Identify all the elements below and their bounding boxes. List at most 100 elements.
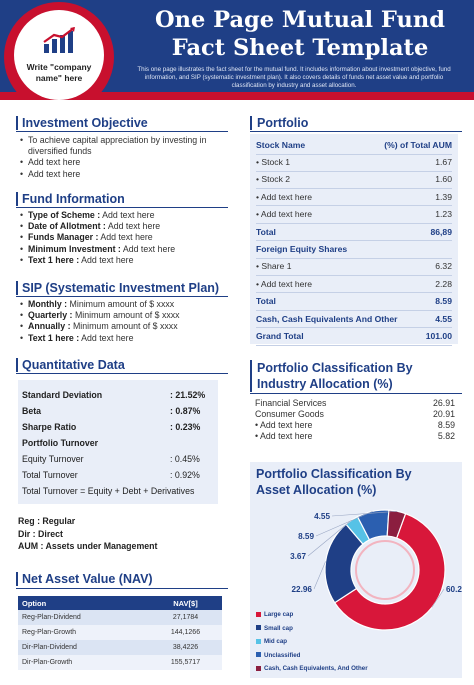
table-row: Dir-Plan-Dividend 38,4226 bbox=[18, 640, 222, 655]
legend-swatch bbox=[256, 611, 261, 617]
right-section-bar-portfolio bbox=[250, 116, 252, 130]
list-item: Consumer Goods 20.91 bbox=[255, 409, 455, 419]
heading-line: Portfolio Classification By bbox=[257, 361, 413, 375]
left-section-bar-quant bbox=[16, 358, 18, 372]
logo-text: Write "company name" here bbox=[26, 62, 92, 83]
legend-swatch bbox=[256, 652, 261, 658]
leader-line bbox=[315, 510, 373, 537]
abbreviation-item: Dir : Direct bbox=[18, 528, 63, 539]
industry-rule bbox=[250, 393, 462, 394]
quantitative-data-heading: Quantitative Data bbox=[22, 358, 125, 372]
portfolio-rule bbox=[250, 131, 462, 132]
row-divider bbox=[256, 154, 452, 155]
pie-slice-cash-cash-equivalents-and-other bbox=[386, 509, 407, 539]
asset-allocation-heading: Portfolio Classification By Asset Alloca… bbox=[256, 466, 412, 498]
legend-item: Small cap bbox=[256, 622, 368, 636]
quantitative-data-panel: Standard Deviation: 21.52% Beta: 0.87% S… bbox=[18, 380, 218, 504]
list-item: Text 1 here : Add text here bbox=[20, 255, 220, 266]
list-item: Quarterly : Minimum amount of $ xxxx bbox=[20, 310, 220, 321]
row-divider bbox=[256, 187, 452, 189]
list-item: Minimum Investment : Add text here bbox=[20, 244, 220, 255]
list-item: Annually : Minimum amount of $ xxxx bbox=[20, 321, 220, 332]
left-section-bar-objective bbox=[16, 116, 18, 130]
data-label: 3.67 bbox=[290, 552, 306, 561]
row-divider bbox=[256, 257, 452, 259]
left-section-bar-sip bbox=[16, 281, 18, 295]
row-divider bbox=[256, 309, 452, 311]
heading-line: Asset Allocation (%) bbox=[256, 483, 377, 497]
list-item: To achieve capital appreciation by inves… bbox=[20, 135, 210, 157]
legend-item: Mid cap bbox=[256, 635, 368, 649]
industry-allocation-heading: Portfolio Classification By Industry All… bbox=[257, 360, 413, 392]
legend-item: Large cap bbox=[256, 608, 368, 622]
legend-swatch bbox=[256, 638, 261, 644]
title-line-2: Fact Sheet Template bbox=[171, 35, 429, 61]
growth-chart-icon bbox=[43, 27, 75, 53]
donut-inner-ring bbox=[355, 540, 415, 600]
data-label: 22.96 bbox=[292, 585, 313, 594]
page-subtitle: This one page illustrates the fact sheet… bbox=[137, 66, 451, 90]
list-item: Funds Manager : Add text here bbox=[20, 232, 220, 243]
list-item: Date of Allotment : Add text here bbox=[20, 221, 220, 232]
asset-allocation-panel: Portfolio Classification By Asset Alloca… bbox=[250, 462, 462, 678]
legend-label: Large cap bbox=[264, 611, 294, 618]
row-divider bbox=[256, 205, 452, 207]
nav-table: Option NAV[$] Reg-Plan-Dividend 27,1784 R… bbox=[18, 596, 222, 670]
data-label: 8.59 bbox=[298, 532, 314, 541]
table-row: Dir-Plan-Growth 155,5717 bbox=[18, 655, 222, 670]
row-divider bbox=[256, 327, 452, 329]
company-logo: Write "company name" here bbox=[4, 2, 114, 100]
list-item: Financial Services 26.91 bbox=[255, 398, 455, 408]
legend-label: Unclassified bbox=[264, 651, 301, 659]
leader-line bbox=[307, 519, 352, 557]
list-item: Text 1 here : Add text here bbox=[20, 333, 220, 344]
list-item: • Add text here 8.59 bbox=[255, 420, 455, 430]
industry-allocation-list: Financial Services 26.91 Consumer Goods 20… bbox=[255, 398, 455, 442]
legend-swatch bbox=[256, 665, 261, 671]
leader-line bbox=[431, 588, 445, 608]
row-divider bbox=[256, 344, 452, 346]
sip-heading: SIP (Systematic Investment Plan) bbox=[22, 281, 220, 295]
title-line-1: One Page Mutual Fund bbox=[155, 7, 445, 33]
list-item: • Add text here 5.82 bbox=[255, 431, 455, 441]
logo-circle: Write "company name" here bbox=[14, 10, 104, 100]
row-divider bbox=[256, 240, 452, 242]
legend-swatch bbox=[256, 625, 261, 631]
table-row: Reg-Plan-Dividend 27,1784 bbox=[18, 610, 222, 625]
investment-objective-heading: Investment Objective bbox=[22, 116, 148, 130]
leader-line bbox=[331, 510, 398, 517]
fund-information-heading: Fund Information bbox=[22, 192, 125, 206]
legend-item: Cash, Cash Equivalents, And Other bbox=[256, 662, 368, 676]
sip-list: Monthly : Minimum amount of $ xxxx Quart… bbox=[20, 299, 220, 344]
header-banner: Write "company name" here One Page Mutua… bbox=[0, 0, 474, 100]
nav-heading: Net Asset Value (NAV) bbox=[22, 572, 153, 586]
legend-label: Mid cap bbox=[264, 638, 288, 645]
legend-label: Small cap bbox=[264, 624, 293, 632]
right-section-bar-industry bbox=[250, 360, 252, 392]
left-section-bar-fund bbox=[16, 192, 18, 206]
list-item: Add text here bbox=[20, 157, 210, 168]
legend-item: Unclassified bbox=[256, 649, 368, 663]
data-label: 60.28 bbox=[446, 585, 462, 594]
investment-objective-list: To achieve capital appreciation by inves… bbox=[20, 135, 210, 180]
fund-information-list: Type of Scheme : Add text here Date of A… bbox=[20, 210, 220, 266]
chart-legend: Large cap Small cap Mid cap Unclassified Cas… bbox=[256, 608, 368, 676]
portfolio-panel: Stock Name (%) of Total AUM • Stock 1 1.67… bbox=[250, 134, 458, 346]
left-section-bar-nav bbox=[16, 572, 18, 586]
legend-label: Cash, Cash Equivalents, And Other bbox=[264, 665, 368, 672]
table-row: Reg-Plan-Growth 144,1266 bbox=[18, 625, 222, 640]
column-header: Option bbox=[18, 596, 149, 610]
abbreviations-legend: Reg : Regular Dir : Direct AUM : Assets … bbox=[18, 515, 157, 553]
header-accent-band bbox=[0, 92, 474, 100]
abbreviation-item: AUM : Assets under Management bbox=[18, 541, 158, 551]
heading-line: Industry Allocation (%) bbox=[257, 377, 393, 391]
list-item: Add text here bbox=[20, 169, 210, 180]
quantitative-rule bbox=[16, 373, 228, 374]
pie-slice-large-cap bbox=[333, 512, 446, 631]
list-item: Monthly : Minimum amount of $ xxxx bbox=[20, 299, 220, 310]
row-divider bbox=[256, 170, 452, 172]
nav-rule bbox=[16, 588, 228, 589]
data-label: 4.55 bbox=[314, 512, 330, 521]
leader-line bbox=[313, 561, 326, 590]
page-title: One Page Mutual Fund Fact Sheet Template bbox=[130, 6, 470, 62]
